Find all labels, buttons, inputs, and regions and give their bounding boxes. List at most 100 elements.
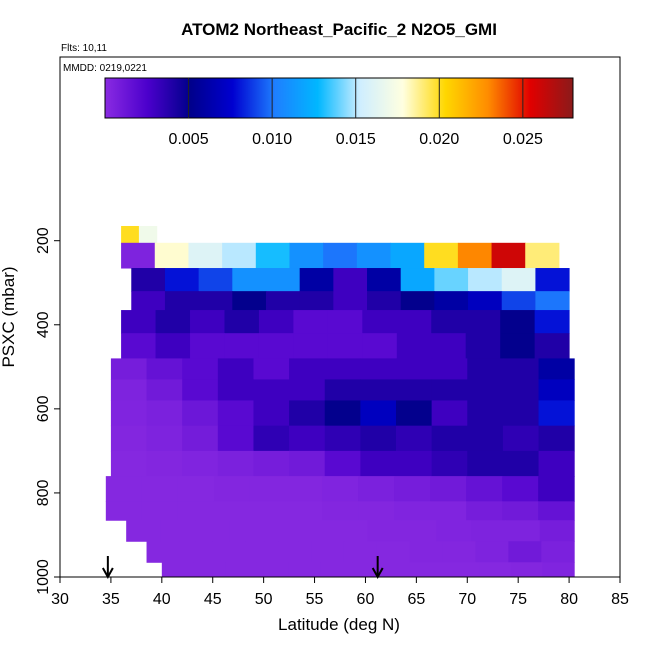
x-tick-label: 60 <box>357 591 375 608</box>
heatmap-cell <box>131 268 166 292</box>
y-tick-label: 400 <box>35 311 52 338</box>
heatmap-cell <box>502 476 539 502</box>
heatmap-cell <box>121 333 157 359</box>
heatmap-cell <box>467 400 504 427</box>
heatmap-cell <box>431 358 468 380</box>
heatmap-cell <box>253 358 290 380</box>
heatmap-cell <box>154 242 189 269</box>
heatmap-cell <box>229 520 265 542</box>
heatmap-cell <box>467 379 504 401</box>
colorbar-tick-label: 0.020 <box>419 131 459 148</box>
heatmap-cell <box>400 291 435 311</box>
heatmap-cell <box>198 268 233 292</box>
heatmap-cell <box>110 425 148 452</box>
heatmap-cell <box>193 562 226 578</box>
x-tick-label: 75 <box>509 591 527 608</box>
heatmap-cell <box>213 501 251 521</box>
heatmap-cell <box>285 501 323 521</box>
colorbar-tick-label: 0.005 <box>169 131 209 148</box>
heatmap-cell <box>396 358 433 380</box>
x-tick-label: 80 <box>560 591 578 608</box>
heatmap-cell <box>323 242 358 269</box>
heatmap-cell <box>390 242 425 269</box>
heatmap-cell <box>141 501 179 521</box>
heatmap-cell <box>508 541 542 563</box>
heatmap-cell <box>293 333 329 359</box>
heatmap-cell <box>213 476 251 502</box>
heatmap-cell <box>146 379 183 401</box>
heatmap-cell <box>534 310 570 334</box>
heatmap-cell <box>466 476 503 502</box>
heatmap-cell <box>131 291 166 311</box>
heatmap-cell <box>298 520 334 542</box>
heatmap-cell <box>105 476 143 502</box>
heatmap-cell <box>217 425 254 452</box>
heatmap-cell <box>212 541 246 563</box>
heatmap-cell <box>525 242 560 269</box>
heatmap-cell <box>502 379 540 401</box>
heatmap-cell <box>289 379 326 401</box>
heatmap-layer <box>105 225 575 578</box>
heatmap-cell <box>467 358 504 380</box>
heatmap-cell <box>253 400 290 427</box>
heatmap-cell <box>434 291 469 311</box>
heatmap-cell <box>362 333 398 359</box>
x-tick-label: 85 <box>611 591 629 608</box>
heatmap-cell <box>288 562 321 578</box>
heatmap-cell <box>217 379 254 401</box>
heatmap-cell <box>164 268 200 292</box>
heatmap-cell <box>332 520 368 542</box>
heatmap-cell <box>360 400 397 427</box>
heatmap-cell <box>538 450 575 477</box>
heatmap-cell <box>538 358 575 380</box>
heatmap-cell <box>470 520 506 542</box>
x-tick-label: 35 <box>102 591 120 608</box>
heatmap-cell <box>179 541 213 563</box>
heatmap-cell <box>258 333 294 359</box>
heatmap-cell <box>538 476 575 502</box>
heatmap-cell <box>356 242 392 269</box>
heatmap-cell <box>258 310 294 334</box>
heatmap-cell <box>324 450 361 477</box>
heatmap-cell <box>182 425 219 452</box>
heatmap-cell <box>431 310 467 334</box>
x-tick-label: 30 <box>51 591 69 608</box>
heatmap-cell <box>289 425 326 452</box>
x-tick-label: 65 <box>407 591 425 608</box>
heatmap-cell <box>505 520 541 542</box>
mmdd-label: MMDD: 0219,0221 <box>63 63 147 74</box>
y-axis-label: PSXC (mbar) <box>0 266 18 367</box>
heatmap-cell <box>160 520 196 542</box>
heatmap-cell <box>491 242 526 269</box>
heatmap-cell <box>510 562 543 578</box>
heatmap-cell <box>466 501 503 521</box>
heatmap-cell <box>126 520 162 542</box>
heatmap-cell <box>367 268 402 292</box>
heatmap-cell <box>535 291 570 311</box>
heatmap-cell <box>457 242 493 269</box>
heatmap-cell <box>538 425 575 452</box>
x-tick-label: 55 <box>306 591 324 608</box>
heatmap-cell <box>333 268 368 292</box>
heatmap-cell <box>324 358 361 380</box>
heatmap-cell <box>177 476 215 502</box>
heatmap-cell <box>222 242 257 269</box>
heatmap-cell <box>434 268 469 292</box>
heatmap-cell <box>358 501 395 521</box>
heatmap-cell <box>265 268 301 292</box>
heatmap-cell <box>324 379 361 401</box>
heatmap-cell <box>358 476 395 502</box>
heatmap-cell <box>182 450 219 477</box>
heatmap-cell <box>249 501 287 521</box>
heatmap-cell <box>110 400 148 427</box>
heatmap-cell <box>502 450 540 477</box>
heatmap-cell <box>538 400 575 427</box>
heatmap-cell <box>468 291 503 311</box>
heatmap-cell <box>538 379 575 401</box>
heatmap-cell <box>431 450 468 477</box>
heatmap-cell <box>500 310 536 334</box>
heatmap-cell <box>265 291 301 311</box>
heatmap-cell <box>468 268 503 292</box>
heatmap-cell <box>409 541 444 563</box>
